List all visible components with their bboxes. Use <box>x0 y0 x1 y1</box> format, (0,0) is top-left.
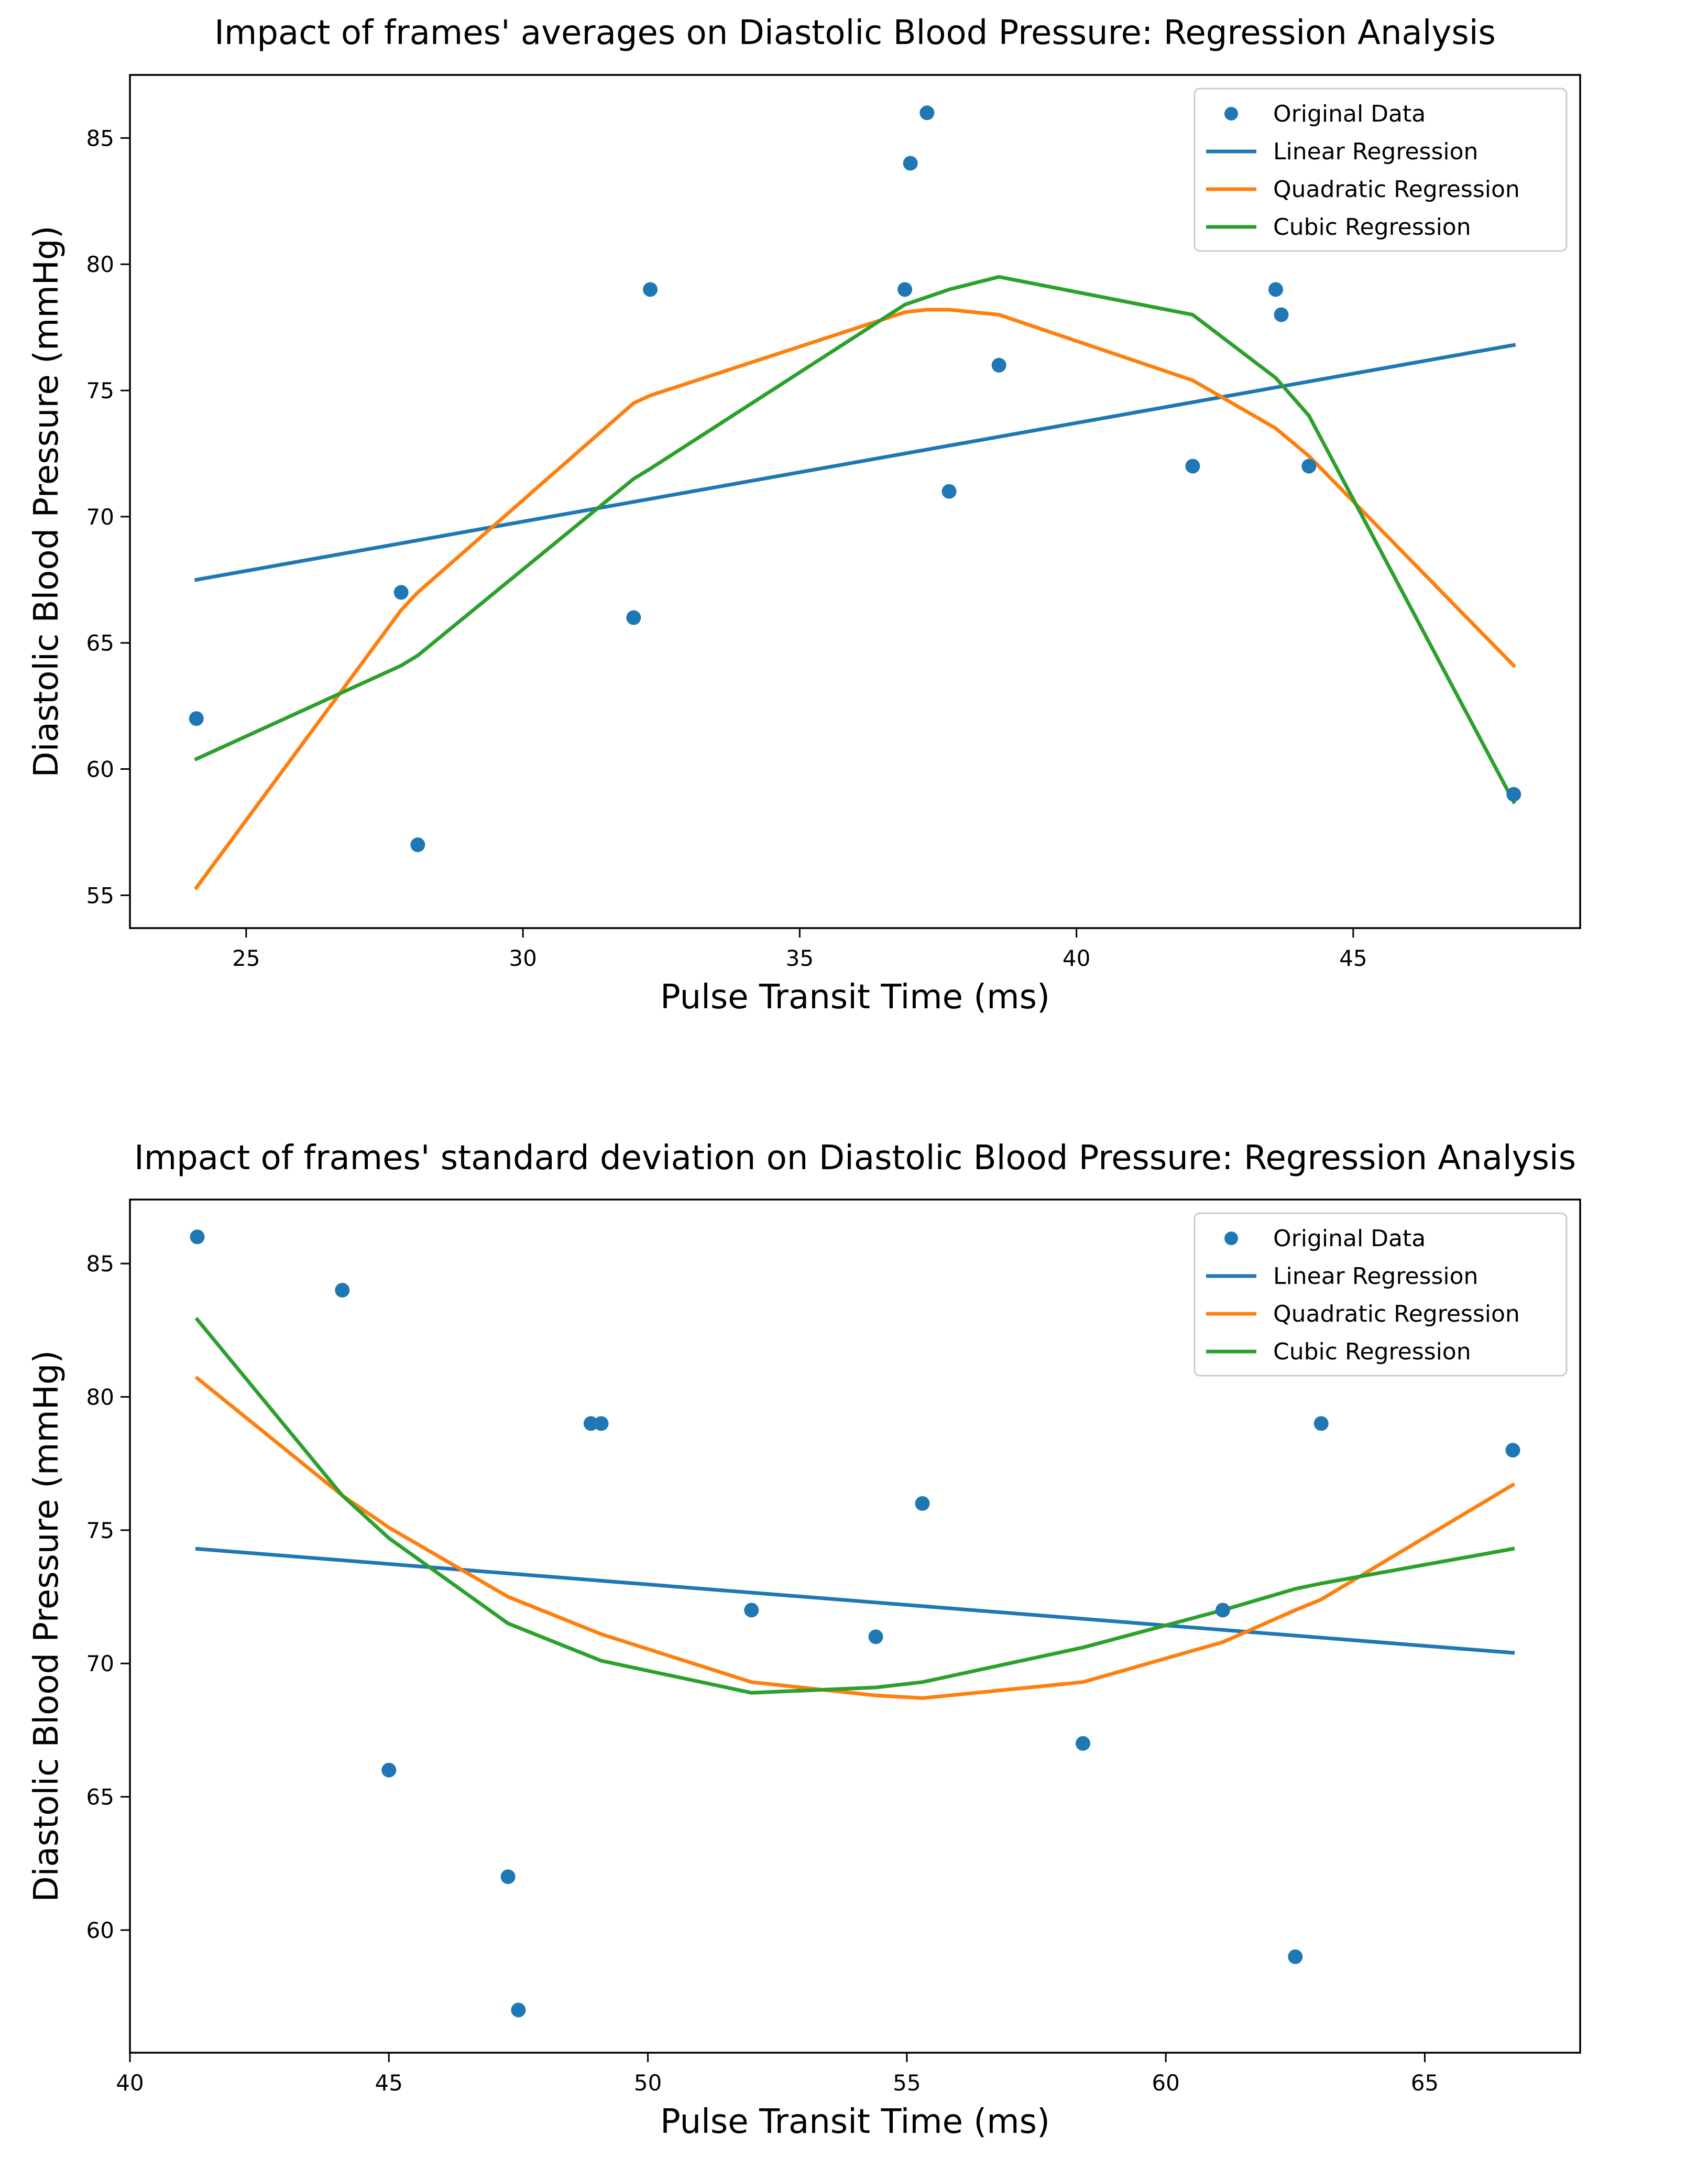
data-point <box>991 357 1006 373</box>
data-point <box>1185 459 1200 474</box>
data-point <box>1505 1443 1520 1458</box>
series-line-linear-regression <box>195 1546 1515 1655</box>
data-point <box>643 282 658 297</box>
data-point <box>500 1869 516 1884</box>
x-tick-label: 40 <box>116 2070 144 2096</box>
y-tick-label: 55 <box>86 883 114 908</box>
x-tick-label: 35 <box>786 945 814 971</box>
x-tick-label: 50 <box>634 2070 662 2096</box>
legend-label: Cubic Regression <box>1273 214 1471 241</box>
data-point <box>381 1762 397 1778</box>
legend-marker-scatter <box>1224 107 1238 121</box>
y-tick-label: 70 <box>86 504 114 530</box>
data-point <box>1268 282 1283 297</box>
x-axis-label: Pulse Transit Time (ms) <box>660 978 1050 1017</box>
axes-frame <box>129 1199 1581 2054</box>
legend-label: Linear Regression <box>1273 1263 1478 1290</box>
y-tick-label: 70 <box>86 1651 114 1676</box>
data-point <box>410 837 425 853</box>
data-point <box>1274 307 1289 322</box>
legend-label: Linear Regression <box>1273 138 1478 165</box>
y-tick-label: 80 <box>86 1384 114 1410</box>
x-tick-label: 25 <box>232 945 260 971</box>
series-line-linear-regression <box>194 343 1516 582</box>
y-tick-label: 60 <box>86 757 114 782</box>
y-tick-label: 65 <box>86 630 114 656</box>
plot-area <box>190 1229 1520 2018</box>
chart-title: Impact of frames' averages on Diastolic … <box>214 14 1496 52</box>
y-tick-label: 75 <box>86 1518 114 1543</box>
data-point <box>1301 459 1317 474</box>
y-tick-label: 65 <box>86 1784 114 1810</box>
series-line-quadratic-regression <box>193 308 1517 890</box>
x-tick-label: 30 <box>509 945 537 971</box>
chart-panel-1: Impact of frames' averages on Diastolic … <box>27 14 1581 1017</box>
series-line-quadratic-regression <box>194 1375 1516 1700</box>
data-point <box>915 1496 930 1511</box>
data-point <box>1506 787 1521 802</box>
series-line-cubic-regression <box>194 1316 1515 1695</box>
x-tick-label: 45 <box>1339 945 1367 971</box>
data-point <box>626 610 641 625</box>
x-tick-label: 60 <box>1152 2070 1179 2096</box>
data-point <box>868 1629 883 1644</box>
data-point <box>903 156 918 171</box>
x-tick-label: 45 <box>375 2070 403 2096</box>
data-point <box>189 711 204 726</box>
data-point <box>941 484 957 499</box>
y-axis-label: Diastolic Blood Pressure (mmHg) <box>27 1350 66 1902</box>
x-tick-label: 65 <box>1411 2070 1439 2096</box>
data-point <box>393 585 409 600</box>
data-point <box>190 1229 205 1245</box>
legend-box <box>1194 88 1568 252</box>
data-point <box>583 1416 598 1431</box>
chart-panel-2: Impact of frames' standard deviation on … <box>27 1139 1581 2141</box>
data-point <box>594 1416 609 1431</box>
legend: Original Data Linear Regression Quadratic … <box>1194 88 1568 252</box>
legend-marker-scatter <box>1224 1232 1238 1245</box>
y-tick-label: 85 <box>86 125 114 151</box>
x-tick-label: 40 <box>1063 945 1090 971</box>
legend-label: Quadratic Regression <box>1273 1301 1520 1327</box>
plot-area <box>189 105 1521 890</box>
chart-title: Impact of frames' standard deviation on … <box>134 1139 1576 1178</box>
series-line-cubic-regression <box>194 275 1516 804</box>
data-point <box>919 105 935 121</box>
data-point <box>1313 1416 1329 1431</box>
y-tick-label: 60 <box>86 1918 114 1943</box>
axes-frame <box>129 74 1581 929</box>
legend-label: Quadratic Regression <box>1273 176 1520 203</box>
data-point <box>897 282 913 297</box>
y-tick-label: 80 <box>86 252 114 277</box>
data-point <box>1215 1603 1230 1618</box>
legend-label: Original Data <box>1273 101 1426 127</box>
data-point <box>1075 1736 1090 1751</box>
data-point <box>335 1282 350 1298</box>
legend-label: Cubic Regression <box>1273 1338 1471 1365</box>
legend-label: Original Data <box>1273 1225 1426 1252</box>
legend-box <box>1194 1212 1568 1377</box>
y-axis-label: Diastolic Blood Pressure (mmHg) <box>27 226 66 778</box>
data-point <box>511 2002 526 2018</box>
x-tick-label: 55 <box>893 2070 921 2096</box>
data-point <box>1288 1949 1303 1964</box>
y-tick-label: 75 <box>86 378 114 404</box>
y-tick-label: 85 <box>86 1251 114 1277</box>
data-point <box>744 1603 759 1618</box>
legend: Original Data Linear Regression Quadratic … <box>1194 1212 1568 1377</box>
x-axis-label: Pulse Transit Time (ms) <box>660 2102 1050 2141</box>
